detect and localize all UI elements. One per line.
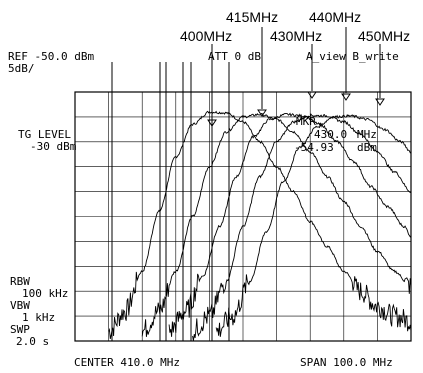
trace-5	[215, 113, 412, 337]
traces	[108, 110, 412, 342]
annotation-415mhz: 415MHz	[226, 9, 278, 25]
tg-level-value: -30 dBm	[30, 140, 77, 153]
center-frequency-label: CENTER 410.0 MHz	[74, 356, 180, 369]
marker-triangle-3	[307, 91, 317, 99]
marker-frequency-unit: MHz	[357, 128, 377, 141]
marker-level-unit: dBm	[357, 141, 377, 154]
vbw-value: 1 kHz	[22, 311, 55, 324]
trace-3	[168, 112, 412, 337]
view-mode-label: A_view B_write	[306, 50, 399, 63]
annotation-450mhz: 450MHz	[358, 28, 410, 44]
ref-level-label: REF -50.0 dBm	[8, 50, 94, 63]
attenuation-label: ATT 0 dB	[208, 50, 261, 63]
annotation-400mhz: 400MHz	[180, 28, 232, 44]
sweep-value: 2.0 s	[16, 335, 49, 348]
marker-label: MKR	[296, 115, 316, 128]
rbw-value: 100 kHz	[22, 287, 68, 300]
marker-triangle-4	[341, 93, 351, 101]
trace-1	[108, 110, 412, 340]
span-label: SPAN 100.0 MHz	[300, 356, 393, 369]
marker-frequency: 430.0	[314, 128, 347, 141]
marker-triangle-1	[207, 119, 217, 127]
sweep-label: SWP	[10, 323, 30, 336]
marker-level: -54.93	[294, 141, 334, 154]
marker-lines	[111, 62, 230, 341]
marker-triangle-2	[257, 109, 267, 117]
frequency-annotations: 400MHz 415MHz 430MHz 440MHz 450MHz	[180, 9, 410, 127]
annotation-440mhz: 440MHz	[309, 9, 361, 25]
annotation-430mhz: 430MHz	[270, 28, 322, 44]
trace-4	[192, 113, 412, 342]
vbw-label: VBW	[10, 299, 30, 312]
scale-label: 5dB/	[8, 62, 35, 75]
tg-level-label: TG LEVEL	[18, 128, 71, 141]
rbw-label: RBW	[10, 275, 30, 288]
marker-triangle-5	[375, 98, 385, 106]
